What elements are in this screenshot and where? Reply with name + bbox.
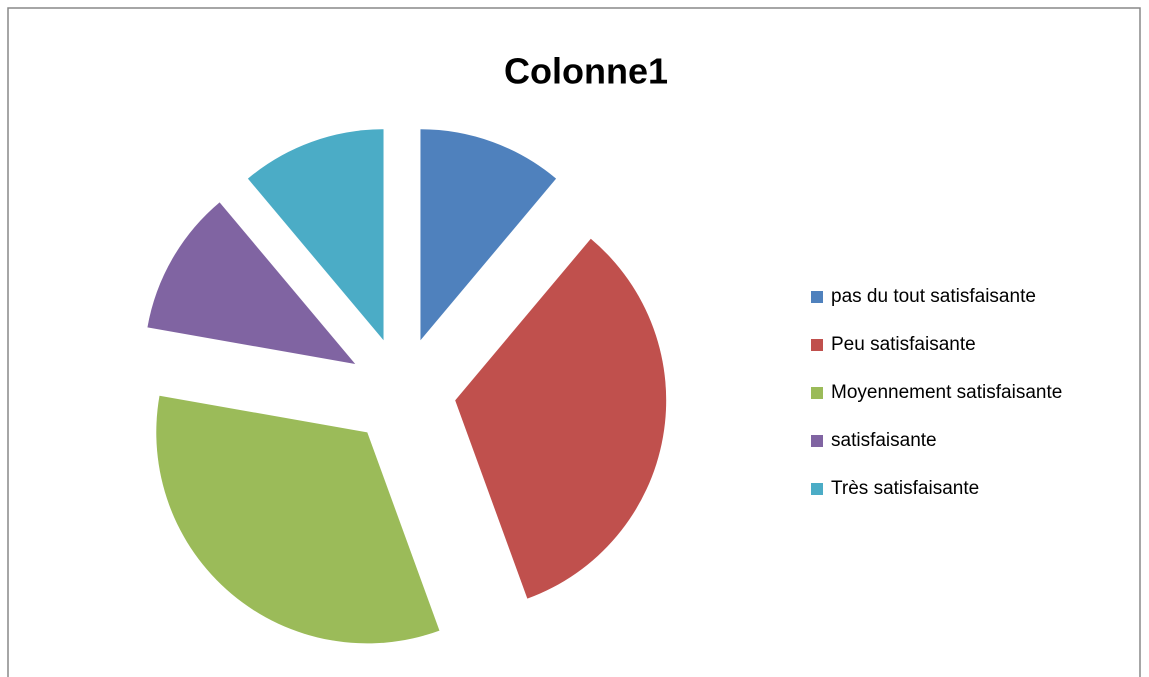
legend-label: satisfaisante: [831, 430, 937, 451]
legend-swatch: [811, 387, 823, 399]
legend-label: pas du tout satisfaisante: [831, 286, 1036, 307]
pie-slice: [455, 238, 667, 599]
pie-slice: [147, 202, 356, 364]
chart-title: Colonne1: [504, 51, 668, 92]
legend-swatch: [811, 435, 823, 447]
legend-label: Peu satisfaisante: [831, 334, 976, 355]
legend-swatch: [811, 339, 823, 351]
chart-frame: [7, 7, 1141, 677]
legend-label: Moyennement satisfaisante: [831, 382, 1062, 403]
pie-slice: [420, 129, 557, 341]
legend-swatch: [811, 291, 823, 303]
pie-slice: [156, 395, 440, 644]
legend-swatch: [811, 483, 823, 495]
legend-label: Très satisfaisante: [831, 478, 979, 499]
pie-slice: [247, 129, 384, 341]
